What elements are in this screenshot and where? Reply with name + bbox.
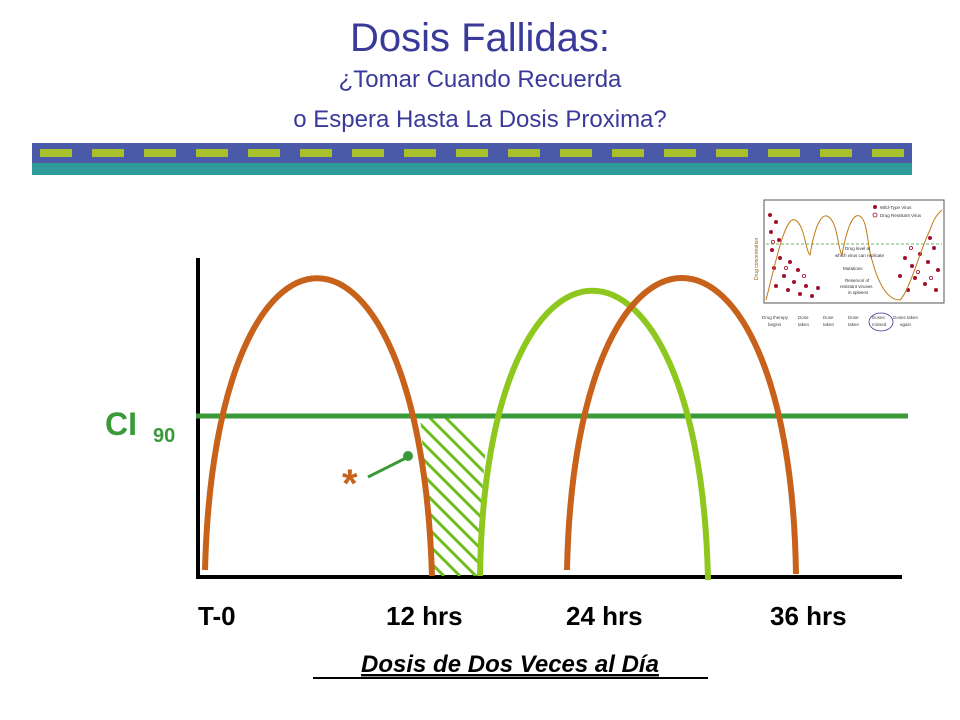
inset-legend-dot-2	[872, 212, 878, 218]
inset-concentration-wave	[765, 209, 943, 301]
inset-event-0b: begins	[768, 322, 782, 327]
inset-annotation-0: Drug level at	[845, 246, 871, 251]
inset-event-4b: missed	[872, 322, 887, 327]
slide-subtitle-line2: o Espera Hasta La Dosis Proxima?	[293, 106, 667, 133]
divider-bar-teal	[32, 163, 912, 175]
inset-missed-doses-circle	[868, 312, 894, 332]
marker-arrow-head	[403, 451, 413, 461]
inset-annotation-4: resistant viruses	[840, 284, 873, 289]
inset-legend-dot-1	[873, 205, 877, 209]
threshold-subscript: 90	[153, 425, 175, 447]
missed-dose-hatch	[420, 416, 490, 576]
x-label-12hrs: 12 hrs	[386, 601, 463, 631]
marker-arrow	[367, 456, 407, 479]
inset-annotation-3: Reservoir of	[845, 278, 870, 283]
inset-event-4a: Doses	[872, 315, 886, 320]
inset-event-5a: Doses taken	[893, 315, 919, 320]
inset-event-0a: Drug therapy	[762, 315, 789, 320]
inset-event-1a: Dose	[798, 315, 809, 320]
inset-figure: Drug concentration Wild-Type Virus Drug …	[754, 199, 945, 332]
inset-annotation-5: in spleens	[848, 290, 869, 295]
inset-event-2a: Dose	[823, 315, 834, 320]
dose-curve-1	[202, 275, 435, 577]
inset-annotation-2: Mutations	[843, 266, 863, 271]
diagram-caption: Dosis de Dos Veces al Día	[361, 651, 659, 678]
dose-curve-missed	[477, 287, 711, 581]
slide-title: Dosis Fallidas:	[349, 16, 611, 60]
slide-subtitle-line1: ¿Tomar Cuando Recuerda	[338, 66, 622, 93]
inset-legend-1: Wild-Type Virus	[880, 205, 912, 210]
dose-curve-2	[564, 275, 799, 575]
inset-event-5b: again	[900, 322, 912, 327]
inset-event-2b: taken	[823, 322, 835, 327]
inset-event-3a: Dose	[848, 315, 859, 320]
x-label-24hrs: 24 hrs	[566, 601, 643, 631]
inset-annotation-1: which virus can replicate	[835, 253, 885, 258]
inset-legend-2: Drug Resistant Virus	[880, 213, 922, 218]
divider-bar	[32, 143, 912, 175]
inset-virus-dots	[768, 213, 940, 298]
x-label-t0: T-0	[198, 601, 236, 631]
inset-y-axis-label: Drug concentration	[754, 238, 760, 280]
threshold-label: CI	[105, 406, 137, 442]
inset-event-1b: taken	[798, 322, 810, 327]
x-label-36hrs: 36 hrs	[770, 601, 847, 631]
missed-dose-marker: *	[342, 462, 358, 506]
inset-event-3b: taken	[848, 322, 860, 327]
